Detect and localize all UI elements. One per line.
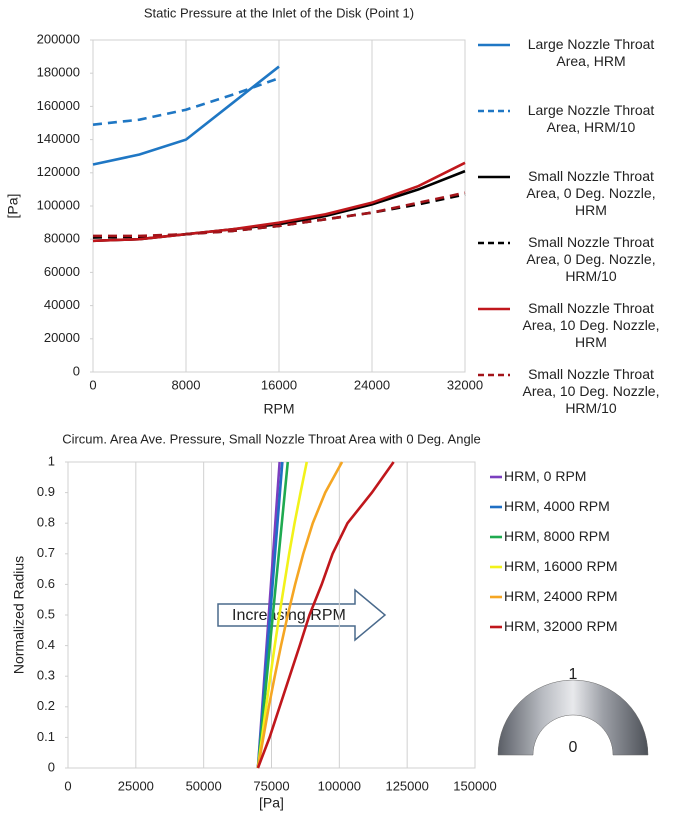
y-tick-label: 0 bbox=[73, 363, 80, 378]
y-tick-label: 180000 bbox=[37, 65, 80, 80]
legend-label: HRM, 4000 RPM bbox=[504, 498, 673, 515]
y-tick-label: 0.4 bbox=[37, 637, 55, 652]
x-tick-label: 16000 bbox=[261, 377, 297, 392]
legend-label: HRM, 16000 RPM bbox=[504, 558, 673, 575]
page: Increasing RPM 1 0 Static Pressure at th… bbox=[0, 0, 673, 817]
x-tick-label: 75000 bbox=[253, 778, 289, 793]
y-tick-label: 0.1 bbox=[37, 729, 55, 744]
y-tick-label: 0.3 bbox=[37, 668, 55, 683]
x-tick-label: 0 bbox=[64, 778, 71, 793]
chart-title: Static Pressure at the Inlet of the Disk… bbox=[144, 5, 414, 20]
x-tick-label: 150000 bbox=[453, 778, 496, 793]
x-axis-label: RPM bbox=[263, 401, 294, 417]
y-tick-label: 0.8 bbox=[37, 515, 55, 530]
x-tick-label: 0 bbox=[89, 377, 96, 392]
legend-label: HRM, 0 RPM bbox=[504, 468, 673, 485]
y-tick-label: 40000 bbox=[44, 297, 80, 312]
y-tick-label: 0.5 bbox=[37, 606, 55, 621]
legend-label: HRM, 24000 RPM bbox=[504, 588, 673, 605]
y-tick-label: 0.2 bbox=[37, 698, 55, 713]
legend-label: Large Nozzle Throat Area, HRM/10 bbox=[512, 102, 670, 136]
y-tick-label: 0.9 bbox=[37, 484, 55, 499]
y-tick-label: 120000 bbox=[37, 164, 80, 179]
y-tick-label: 1 bbox=[48, 453, 55, 468]
ring-label: 1 bbox=[569, 666, 578, 683]
y-tick-label: 20000 bbox=[44, 330, 80, 345]
x-tick-label: 24000 bbox=[354, 377, 390, 392]
y-axis-label: [Pa] bbox=[5, 194, 21, 219]
y-tick-label: 160000 bbox=[37, 98, 80, 113]
y-tick-label: 100000 bbox=[37, 197, 80, 212]
legend-label: HRM, 32000 RPM bbox=[504, 618, 673, 635]
legend-label: Large Nozzle Throat Area, HRM bbox=[512, 36, 670, 70]
y-tick-label: 60000 bbox=[44, 264, 80, 279]
y-tick-label: 0.7 bbox=[37, 545, 55, 560]
y-tick-label: 200000 bbox=[37, 31, 80, 46]
x-tick-label: 32000 bbox=[447, 377, 483, 392]
legend-label: Small Nozzle Throat Area, 10 Deg. Nozzle… bbox=[512, 366, 670, 417]
legend-label: HRM, 8000 RPM bbox=[504, 528, 673, 545]
x-tick-label: 125000 bbox=[385, 778, 428, 793]
legend-label: Small Nozzle Throat Area, 0 Deg. Nozzle,… bbox=[512, 234, 670, 285]
legend-label: Small Nozzle Throat Area, 10 Deg. Nozzle… bbox=[512, 300, 670, 351]
y-tick-label: 80000 bbox=[44, 231, 80, 246]
y-axis-label: Normalized Radius bbox=[11, 556, 27, 674]
x-tick-label: 25000 bbox=[118, 778, 154, 793]
chart-title: Circum. Area Ave. Pressure, Small Nozzle… bbox=[62, 431, 481, 446]
x-axis-label: [Pa] bbox=[259, 795, 284, 811]
y-tick-label: 0.6 bbox=[37, 576, 55, 591]
x-tick-label: 100000 bbox=[318, 778, 361, 793]
y-tick-label: 0 bbox=[48, 759, 55, 774]
legend-label: Small Nozzle Throat Area, 0 Deg. Nozzle,… bbox=[512, 168, 670, 219]
x-tick-label: 50000 bbox=[186, 778, 222, 793]
x-tick-label: 8000 bbox=[172, 377, 201, 392]
ring-label: 0 bbox=[569, 739, 578, 756]
y-tick-label: 140000 bbox=[37, 131, 80, 146]
